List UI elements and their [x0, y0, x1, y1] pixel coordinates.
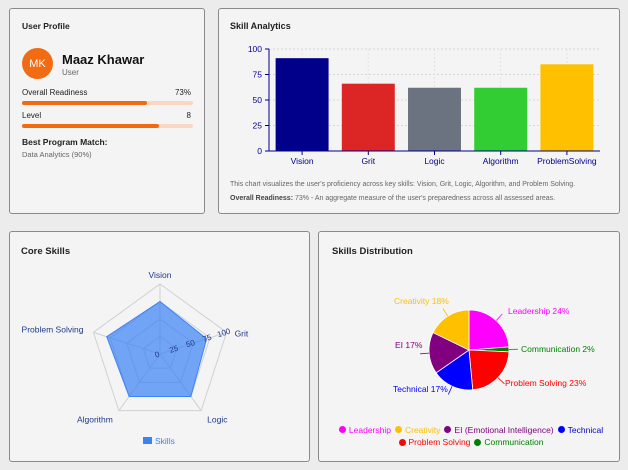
- radar-grid: [92, 283, 228, 412]
- bar-x-tick-label: ProblemSolving: [537, 156, 597, 166]
- radar-axis-label: Grit: [235, 328, 249, 338]
- bar-chart: 0 25 50 75 100 Vision Grit Logic Algorithm Proble…: [248, 44, 600, 166]
- user-role: User: [62, 68, 79, 77]
- bar-algorithm: [474, 87, 528, 151]
- bar-grit: [341, 83, 395, 151]
- radar-tick-label: 100: [216, 326, 232, 339]
- skills-distribution-title: Skills Distribution: [332, 246, 413, 257]
- pie-legend-label: Leadership: [348, 424, 391, 435]
- level-label: Level: [22, 111, 42, 120]
- readiness-bar-fill: [22, 101, 147, 105]
- analytics-readiness: Overall Readiness: 73% - An aggregate me…: [230, 195, 555, 202]
- pie-legend-item[interactable]: Technical: [557, 424, 604, 436]
- pie-legend-item[interactable]: Problem Solving: [398, 436, 471, 448]
- bar-y-tick-label: 0: [257, 146, 262, 156]
- pie-leader-line: [447, 386, 453, 395]
- pie-legend-label: Problem Solving: [408, 437, 471, 447]
- radar-legend-swatch[interactable]: [143, 437, 152, 444]
- legend-dot-icon: [338, 426, 346, 433]
- pie-leader-line: [442, 308, 449, 317]
- radar-tick-label: 50: [185, 338, 197, 349]
- legend-dot-icon: [394, 426, 402, 433]
- readiness-bar: [22, 101, 193, 105]
- pie-slice-leadership: [468, 309, 510, 351]
- pie-legend-item[interactable]: Creativity: [394, 424, 441, 436]
- pie-legend-item[interactable]: EI (Emotional Intelligence): [444, 424, 554, 436]
- radar-tick-label: 25: [168, 343, 180, 354]
- user-name: Maaz Khawar: [62, 52, 145, 67]
- pie-leader-line: [497, 377, 505, 385]
- legend-dot-icon: [398, 438, 406, 446]
- core-skills-title: Core Skills: [21, 246, 71, 257]
- legend-dot-icon: [474, 438, 482, 446]
- analytics-readiness-label: Overall Readiness:: [230, 195, 294, 202]
- pie-legend-label: EI (Emotional Intelligence): [454, 424, 554, 435]
- radar-legend-label[interactable]: Skills: [155, 436, 175, 446]
- skill-analytics-card: Skill Analytics 0 25 50 75 100 Vision Grit Logi…: [218, 8, 620, 214]
- pie-slice-technical: [435, 349, 474, 391]
- radar-tick-label: 0: [154, 349, 162, 359]
- bar-x-tick-label: Vision: [291, 156, 314, 166]
- user-profile-title: User Profile: [22, 21, 70, 31]
- bar-logic: [408, 87, 461, 151]
- pie-leader-line: [495, 313, 503, 321]
- radar-tick-label: 75: [202, 333, 214, 344]
- level-bar-fill: [22, 124, 159, 128]
- bar-y-tick-label: 25: [253, 121, 263, 131]
- avatar: MK: [22, 48, 53, 79]
- pie-slice-label: Communication 2%: [521, 344, 595, 354]
- pie-chart: Leadership 24% Communication 2% Problem So…: [393, 296, 595, 395]
- pie-slice-problem-solving: [468, 349, 510, 391]
- skill-analytics-title: Skill Analytics: [230, 21, 291, 31]
- bar-vision: [275, 58, 329, 151]
- pie-leader-line: [420, 352, 430, 355]
- bar-x-tick-label: Algorithm: [483, 156, 519, 166]
- pie-legend-item[interactable]: Leadership: [338, 424, 391, 436]
- legend-dot-icon: [557, 426, 565, 433]
- radar-axis-label: Logic: [207, 415, 228, 425]
- bar-y-tick-label: 50: [253, 95, 263, 105]
- pie-legend: Leadership Creativity EI (Emotional Intell…: [333, 423, 613, 448]
- skills-distribution-card: Skills Distribution Leadership 24% Commun…: [318, 231, 620, 462]
- readiness-label: Overall Readiness: [22, 88, 88, 97]
- core-skills-card: Core Skills 0 25 50 75 100 Vision Grit Logic Alg…: [9, 231, 310, 462]
- bar-x-tick-label: Grit: [361, 156, 375, 166]
- pie-legend-item[interactable]: Communication: [474, 436, 543, 448]
- bar-problemsolving: [540, 64, 594, 151]
- pie-legend-label: Technical: [567, 424, 604, 435]
- legend-dot-icon: [444, 426, 452, 433]
- level-value: 8: [186, 111, 191, 120]
- radar-axis-label: Algorithm: [77, 415, 113, 425]
- radar-axis-label: Problem Solving: [22, 324, 84, 334]
- pie-slice-label: EI 17%: [395, 340, 423, 350]
- pie-slice-label: Technical 17%: [393, 384, 448, 394]
- analytics-description: This chart visualizes the user's profici…: [230, 181, 576, 188]
- bar-y-tick-label: 100: [248, 44, 262, 54]
- bar-x-tick-label: Logic: [424, 156, 445, 166]
- pie-slice-creativity: [432, 309, 470, 351]
- pie-slice-ei: [428, 332, 470, 374]
- pie-slice-label: Creativity 18%: [394, 296, 449, 306]
- user-profile-card: User Profile MK Maaz Khawar User Overall…: [9, 8, 205, 214]
- pie-slice-label: Leadership 24%: [508, 306, 570, 316]
- readiness-value: 73%: [174, 88, 191, 97]
- pie-legend-label: Communication: [484, 437, 544, 447]
- pie-slice-label: Problem Solving 23%: [505, 378, 587, 388]
- best-match-value: Data Analytics (90%): [22, 150, 92, 159]
- bar-y-tick-label: 75: [253, 70, 263, 80]
- radar-axis-label: Vision: [149, 270, 172, 280]
- level-bar: [22, 124, 193, 128]
- analytics-readiness-text: 73% - An aggregate measure of the user's…: [294, 195, 556, 202]
- pie-legend-label: Creativity: [404, 424, 441, 435]
- radar-chart: 0 25 50 75 100 Vision Grit Logic Algorithm Proble…: [22, 270, 249, 446]
- radar-series-skills: [106, 300, 208, 397]
- best-match-label: Best Program Match:: [22, 137, 108, 147]
